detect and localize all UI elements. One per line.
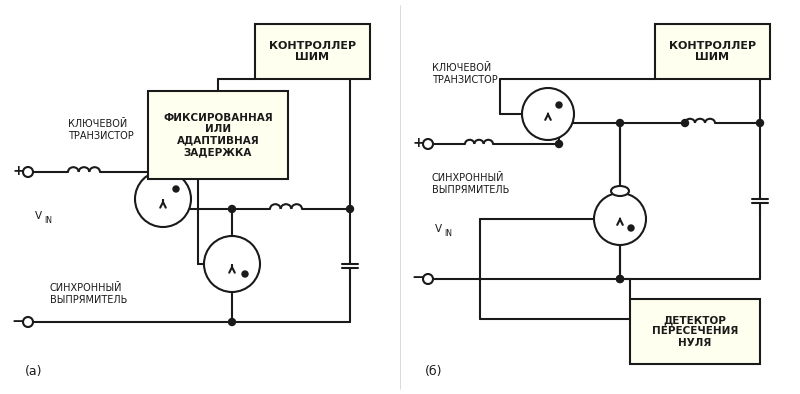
Circle shape [23, 167, 33, 177]
Ellipse shape [611, 186, 629, 196]
Circle shape [682, 119, 689, 126]
Text: КОНТРОЛЛЕР
ШИМ: КОНТРОЛЛЕР ШИМ [269, 41, 356, 62]
Text: +: + [12, 164, 24, 178]
Circle shape [617, 275, 623, 282]
Text: (б): (б) [425, 366, 442, 379]
Text: (а): (а) [25, 366, 42, 379]
Text: КЛЮЧЕВОЙ
ТРАНЗИСТОР: КЛЮЧЕВОЙ ТРАНЗИСТОР [432, 63, 498, 85]
Text: ДЕТЕКТОР
ПЕРЕСЕЧЕНИЯ
НУЛЯ: ДЕТЕКТОР ПЕРЕСЕЧЕНИЯ НУЛЯ [652, 315, 738, 348]
Circle shape [242, 271, 248, 277]
Circle shape [522, 88, 574, 140]
Circle shape [229, 318, 235, 325]
Text: ФИКСИРОВАННАЯ
ИЛИ
АДАПТИВНАЯ
ЗАДЕРЖКА: ФИКСИРОВАННАЯ ИЛИ АДАПТИВНАЯ ЗАДЕРЖКА [163, 113, 273, 157]
FancyBboxPatch shape [148, 91, 288, 179]
Circle shape [173, 186, 179, 192]
Circle shape [23, 317, 33, 327]
Circle shape [555, 141, 562, 147]
Circle shape [628, 225, 634, 231]
Text: −: − [12, 314, 24, 329]
Text: V: V [435, 224, 442, 234]
FancyBboxPatch shape [655, 24, 770, 79]
Circle shape [617, 275, 623, 282]
Circle shape [204, 236, 260, 292]
Text: IN: IN [44, 216, 52, 225]
Circle shape [556, 102, 562, 108]
Circle shape [423, 274, 433, 284]
Text: −: − [412, 271, 424, 286]
Circle shape [423, 139, 433, 149]
Text: IN: IN [444, 229, 452, 238]
Text: КЛЮЧЕВОЙ
ТРАНЗИСТОР: КЛЮЧЕВОЙ ТРАНЗИСТОР [68, 119, 134, 141]
Circle shape [757, 119, 763, 126]
Circle shape [346, 206, 354, 212]
Text: +: + [412, 136, 424, 150]
Text: СИНХРОННЫЙ
ВЫПРЯМИТЕЛЬ: СИНХРОННЫЙ ВЫПРЯМИТЕЛЬ [50, 283, 127, 305]
Circle shape [135, 171, 191, 227]
FancyBboxPatch shape [630, 299, 760, 364]
Circle shape [617, 119, 623, 126]
Text: СИНХРОННЫЙ
ВЫПРЯМИТЕЛЬ: СИНХРОННЫЙ ВЫПРЯМИТЕЛЬ [432, 173, 510, 195]
Text: КОНТРОЛЛЕР
ШИМ: КОНТРОЛЛЕР ШИМ [669, 41, 756, 62]
Circle shape [594, 193, 646, 245]
Circle shape [229, 206, 235, 212]
Text: V: V [35, 211, 42, 221]
FancyBboxPatch shape [255, 24, 370, 79]
